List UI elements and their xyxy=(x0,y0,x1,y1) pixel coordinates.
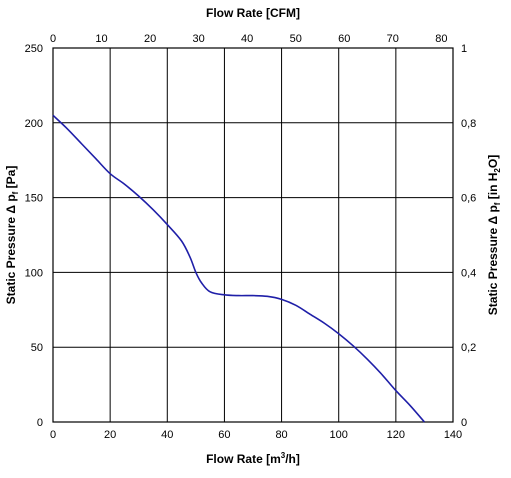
x-tick-label: 0 xyxy=(50,429,56,441)
x-tick-label: 100 xyxy=(330,429,348,441)
x-tick-label: 140 xyxy=(444,429,462,441)
x-axis-title: Flow Rate [m3/h] xyxy=(206,451,300,466)
x-tick-label: 120 xyxy=(387,429,405,441)
x-tick-label: 40 xyxy=(161,429,173,441)
y-tick-label: 200 xyxy=(25,118,43,130)
right-tick-label: 0,8 xyxy=(461,118,476,130)
top-tick-label: 60 xyxy=(338,33,350,45)
x-tick-label: 60 xyxy=(218,429,230,441)
x-tick-label: 80 xyxy=(275,429,287,441)
top-tick-label: 10 xyxy=(95,33,107,45)
y-tick-label: 250 xyxy=(25,43,43,55)
right-tick-label: 0,2 xyxy=(461,342,476,354)
top-axis-ticks: 0 10 20 30 40 50 60 70 80 xyxy=(50,33,448,45)
top-tick-label: 20 xyxy=(144,33,156,45)
right-tick-label: 0,6 xyxy=(461,193,476,205)
plot-frame xyxy=(52,47,454,423)
top-tick-label: 30 xyxy=(193,33,205,45)
top-tick-label: 70 xyxy=(387,33,399,45)
y-tick-label: 150 xyxy=(25,193,43,205)
y-axis-ticks: 0 50 100 150 200 250 xyxy=(25,43,43,429)
top-tick-label: 40 xyxy=(241,33,253,45)
y-tick-label: 100 xyxy=(25,267,43,279)
top-tick-label: 50 xyxy=(290,33,302,45)
right-tick-label: 0 xyxy=(461,417,467,429)
x-axis-ticks: 0 20 40 60 80 100 120 140 xyxy=(50,429,462,441)
top-tick-label: 0 xyxy=(50,33,56,45)
pressure-curve-series xyxy=(52,114,426,423)
right-tick-label: 1 xyxy=(461,43,467,55)
grid xyxy=(52,47,454,423)
top-axis-title: Flow Rate [CFM] xyxy=(206,6,300,20)
right-axis-title: Static Pressure Δ pf [in H2O] xyxy=(486,155,502,315)
top-tick-label: 80 xyxy=(435,33,447,45)
y-tick-label: 50 xyxy=(31,342,43,354)
right-tick-label: 0,4 xyxy=(461,267,476,279)
right-axis-ticks: 0 0,2 0,4 0,6 0,8 1 xyxy=(461,43,476,429)
y-axis-title: Static Pressure Δ pf [Pa] xyxy=(4,166,20,305)
x-tick-label: 20 xyxy=(104,429,116,441)
y-tick-label: 0 xyxy=(37,417,43,429)
